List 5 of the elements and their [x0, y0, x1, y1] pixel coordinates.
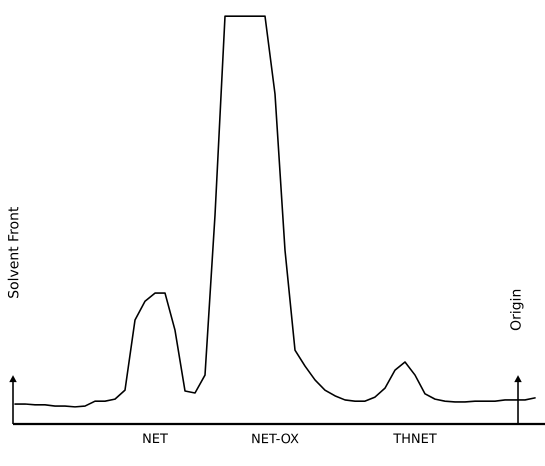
- annotation: Solvent Front: [8, 206, 18, 298]
- annotation: Origin: [510, 290, 524, 330]
- x-tick-label: NET-OX: [252, 434, 299, 444]
- x-tick-label: THNET: [393, 434, 437, 443]
- x-tick-label: NET: [143, 434, 168, 443]
